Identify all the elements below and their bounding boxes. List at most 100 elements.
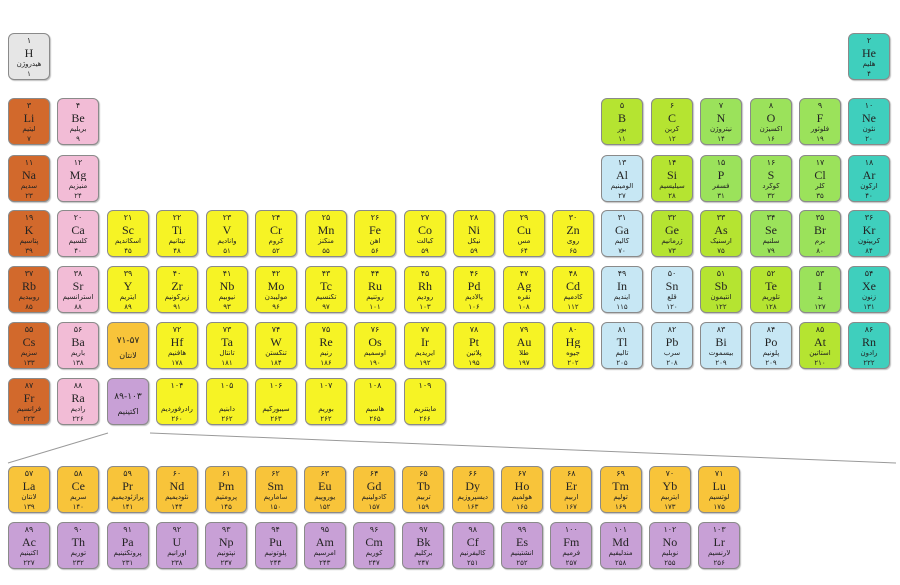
element-rf: ۱۰۴ رادرفوردیم ۲۶۰	[156, 378, 198, 425]
element-h: ۱ H هیدروژن ۱	[8, 33, 50, 80]
element-name: هاسیم	[365, 406, 385, 413]
element-i: ۵۳ I ید ۱۲۷	[799, 266, 841, 313]
element-name: پلاتین	[466, 350, 482, 357]
atomic-number: ۲۴	[271, 214, 281, 222]
element-ca: ۲۰ Ca کلسیم ۴۰	[57, 210, 99, 257]
element-name: پتاسیم	[19, 238, 39, 245]
atomic-mass: ۲۳	[25, 193, 33, 200]
atomic-number: ۱۴	[667, 159, 677, 167]
atomic-mass: ۱۸۱	[221, 360, 233, 367]
atomic-number: ۵۳	[815, 270, 825, 278]
atomic-mass: ۱۴	[717, 136, 725, 143]
atomic-mass: ۱۲۰	[666, 304, 678, 311]
atomic-mass: ۲۲۲	[863, 360, 875, 367]
atomic-mass: ۲۶۶	[419, 416, 431, 423]
element-symbol: P	[717, 169, 725, 181]
element-name: یوروپیم	[314, 494, 336, 501]
element-symbol: Ta	[221, 336, 233, 348]
element-name: رادیم	[70, 406, 86, 413]
element-np: ۹۳ Np نپتونیم ۲۳۷	[205, 522, 248, 569]
element-rb: ۳۷ Rb روبیدیم ۸۵	[8, 266, 50, 313]
atomic-number: ۸۷	[24, 382, 34, 390]
atomic-mass: ۷۳	[668, 248, 676, 255]
element-name: پلونیم	[762, 350, 780, 357]
element-si: ۱۴ Si سیلیسیم ۲۸	[651, 155, 693, 202]
element-pd: ۴۶ Pd پالادیم ۱۰۶	[453, 266, 495, 313]
atomic-mass: ۱	[27, 71, 31, 78]
element-zn: ۳۰ Zn روی ۶۵	[552, 210, 594, 257]
atomic-number: ۱۰۰	[564, 526, 578, 534]
element-symbol: Np	[218, 536, 234, 548]
atomic-mass: ۱۶۵	[516, 504, 528, 511]
atomic-mass: ۵۶	[371, 248, 379, 255]
element-hg: ۸۰ Hg جیوه ۲۰۲	[552, 322, 594, 369]
element-symbol: Ti	[171, 224, 183, 236]
atomic-number: ۳۸	[73, 270, 83, 278]
atomic-number: ۴۲	[271, 270, 281, 278]
element-symbol: N	[716, 112, 726, 124]
atomic-number: ۱۰۴	[170, 382, 184, 390]
element-name: فرمیم	[562, 550, 581, 557]
atomic-number: ۹۴	[271, 526, 280, 534]
element-symbol: H	[24, 47, 34, 59]
atomic-mass: ۱۹۰	[369, 360, 381, 367]
element-name: گادولینیم	[361, 494, 387, 501]
element-name: روی	[566, 238, 580, 245]
atomic-mass: ۱۳۸	[72, 360, 84, 367]
atomic-number: ۵۴	[864, 270, 874, 278]
element-name: مایتنریم	[413, 406, 437, 413]
atomic-number: ۵۵	[24, 326, 34, 334]
element-na: ۱۱ Na سدیم ۲۳	[8, 155, 50, 202]
element-symbol: Pa	[121, 536, 134, 548]
atomic-number: ۴۵	[420, 270, 430, 278]
element-name: گوگرد	[762, 183, 780, 190]
element-er: ۶۸ Er اربیم ۱۶۷	[550, 466, 593, 513]
element-name: اکسیژن	[759, 126, 783, 133]
atomic-mass: ۱۲	[668, 136, 676, 143]
atomic-mass: ۱۰۶	[468, 304, 480, 311]
element-cs: ۵۵ Cs سزیم ۱۳۳	[8, 322, 50, 369]
element-name: قلع	[667, 294, 677, 301]
atomic-mass: ۱۲۷	[814, 304, 826, 311]
element-ba: ۵۶ Ba باریم ۱۳۸	[57, 322, 99, 369]
atomic-number: ۳۴	[766, 214, 776, 222]
element-f: ۹ F فلوئور ۱۹	[799, 98, 841, 145]
atomic-number: ۳	[26, 102, 32, 110]
element-pr: ۵۹ Pr پرازئودیمیم ۱۴۱	[106, 466, 149, 513]
element-name: روبیدیم	[18, 294, 40, 301]
element-symbol: As	[714, 224, 728, 236]
element-name: اکتینیم	[19, 550, 39, 557]
element-name: ژرمانیم	[661, 238, 683, 245]
element-name: تولیم	[613, 494, 628, 501]
element-name: زیرکونیم	[164, 294, 190, 301]
element-cr: ۲۴ Cr کروم ۵۲	[255, 210, 297, 257]
element-he: ۲ He هلیم ۴	[848, 33, 890, 80]
element-name: رنیم	[319, 350, 333, 357]
element-name: تلوریم	[762, 294, 780, 301]
atomic-number: ۵۹	[123, 470, 132, 478]
element-symbol: No	[662, 536, 678, 548]
element-name: کلسیم	[68, 238, 88, 245]
element-name: تربیم	[416, 494, 431, 501]
atomic-number: ۲۶	[370, 214, 380, 222]
element-bk: ۹۷ Bk برکلیم ۲۴۷	[402, 522, 445, 569]
atomic-number: ۶۹	[616, 470, 625, 478]
element-name: نپتونیم	[216, 550, 236, 557]
atomic-mass: ۲۶۵	[369, 416, 381, 423]
element-symbol: Pb	[665, 336, 679, 348]
atomic-number: ۶۲	[271, 470, 280, 478]
element-symbol: Rn	[861, 336, 876, 348]
element-name: آلومینیم	[610, 183, 634, 190]
atomic-mass: ۲۰	[865, 136, 873, 143]
element-name: هیدروژن	[16, 61, 42, 68]
element-name: سریم	[70, 494, 87, 501]
atomic-mass: ۹۶	[272, 304, 280, 311]
element-name: سلنیم	[762, 238, 780, 245]
atomic-number: ۳۳	[716, 214, 726, 222]
atomic-mass: ۱۶۷	[565, 504, 577, 511]
element-name: کبالت	[416, 238, 434, 245]
element-symbol: Tc	[320, 280, 332, 292]
element-name: امرسیم	[313, 550, 336, 557]
element-sn: ۵۰ Sn قلع ۱۲۰	[651, 266, 693, 313]
element-name: استاتین	[809, 350, 831, 357]
